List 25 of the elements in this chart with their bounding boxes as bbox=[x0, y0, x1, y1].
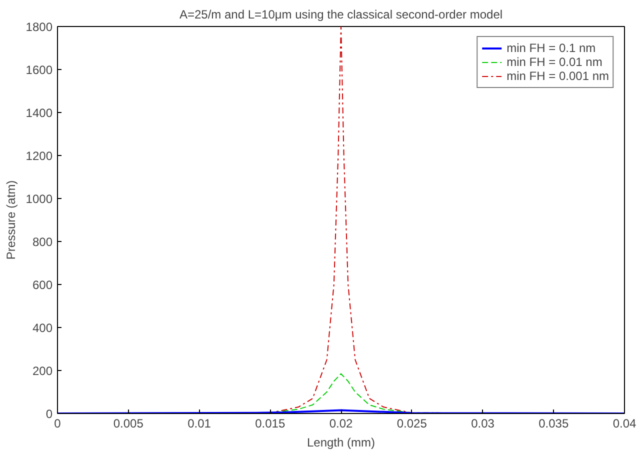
y-tick-label: 1600 bbox=[26, 63, 53, 77]
y-tick-label: 1200 bbox=[26, 149, 53, 163]
y-tick-label: 1800 bbox=[26, 20, 53, 34]
y-tick-label: 800 bbox=[32, 235, 53, 249]
y-tick-label: 1000 bbox=[26, 192, 53, 206]
x-tick-label: 0.01 bbox=[188, 416, 212, 430]
y-tick-label: 1400 bbox=[26, 106, 53, 120]
y-tick-label: 200 bbox=[32, 364, 53, 378]
x-axis-title: Length (mm) bbox=[306, 436, 376, 450]
x-tick-label: 0.015 bbox=[255, 416, 286, 430]
x-tick-label: 0.02 bbox=[329, 416, 354, 430]
x-tick-label: 0.03 bbox=[471, 416, 495, 430]
y-tick-label: 400 bbox=[32, 321, 53, 335]
x-tick-label: 0.035 bbox=[538, 416, 569, 430]
x-tick-label: 0.04 bbox=[612, 416, 637, 430]
x-tick-label: 0.005 bbox=[113, 416, 144, 430]
legend-label: min FH = 0.1 nm bbox=[506, 41, 596, 55]
y-axis-title: Pressure (atm) bbox=[4, 180, 18, 260]
legend-label: min FH = 0.001 nm bbox=[506, 69, 609, 83]
legend-label: min FH = 0.01 nm bbox=[506, 55, 602, 69]
x-tick-label: 0 bbox=[54, 416, 62, 430]
x-tick-label: 0.025 bbox=[396, 416, 428, 430]
chart-title: A=25/m and L=10μm using the classical second-order model bbox=[179, 8, 503, 22]
y-tick-label: 600 bbox=[32, 278, 53, 292]
y-tick-label: 0 bbox=[46, 407, 53, 421]
